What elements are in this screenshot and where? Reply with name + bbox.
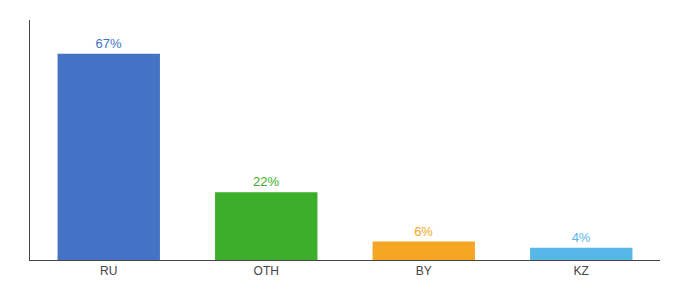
svg-text:4%: 4% <box>572 230 591 245</box>
svg-text:OTH: OTH <box>254 264 279 278</box>
svg-text:RU: RU <box>100 264 117 278</box>
svg-text:BY: BY <box>416 264 432 278</box>
svg-text:6%: 6% <box>414 224 433 239</box>
svg-text:67%: 67% <box>96 36 122 51</box>
svg-text:KZ: KZ <box>574 264 589 278</box>
svg-text:22%: 22% <box>253 174 279 189</box>
